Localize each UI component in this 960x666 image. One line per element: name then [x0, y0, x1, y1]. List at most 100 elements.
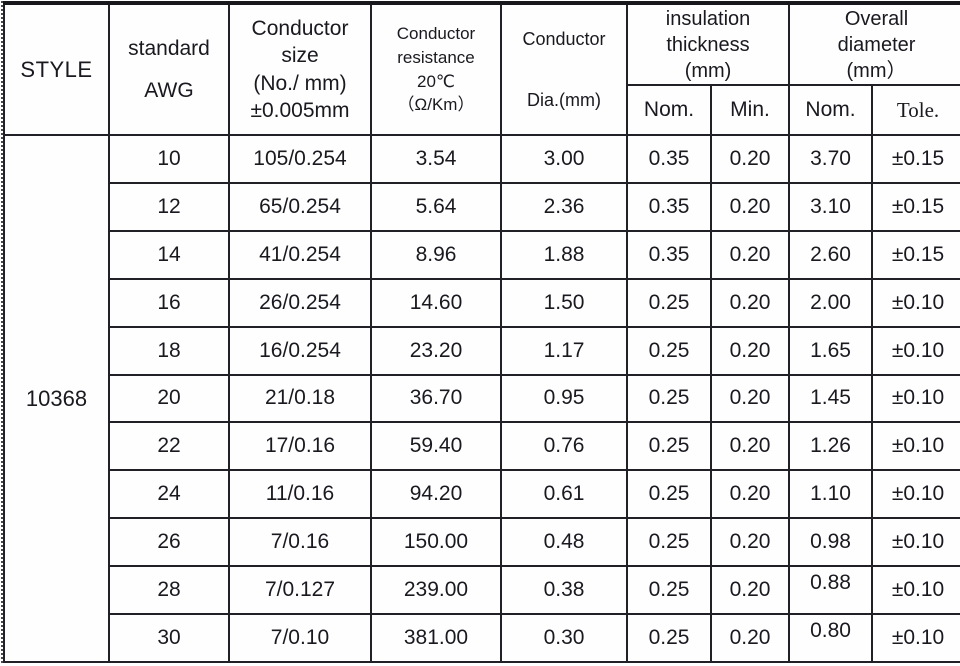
- cell-ov_nom: 2.00: [788, 277, 874, 328]
- cell-resistance: 36.70: [370, 373, 502, 424]
- header-style: STYLE: [3, 2, 110, 136]
- cell-dia: 2.36: [500, 181, 628, 232]
- table-row: 10368 10 105/0.254 3.54 3.00 0.35 0.20 3.70 ±0.1…: [3, 134, 960, 663]
- cell-awg: 10: [108, 134, 230, 184]
- cell-ov_tole: ±0.15: [871, 229, 960, 280]
- header-conductor-dia: Conductor Dia.(mm): [500, 2, 628, 136]
- header-conductor-resistance: Conductor resistance 20℃ （Ω/Km）: [370, 2, 502, 136]
- cell-ov_tole: ±0.10: [871, 421, 960, 472]
- style-value-cell: 10368: [3, 134, 110, 663]
- cell-ov_nom: 0.98: [788, 517, 874, 568]
- cell-ins_min: 0.20: [709, 517, 791, 568]
- cell-size: 26/0.254: [228, 277, 372, 328]
- cell-ov_nom: 1.65: [788, 325, 874, 376]
- header-row-sub: Nom. Min. Nom. Tole.: [4, 84, 960, 136]
- cell-ov_nom: 0.80: [788, 613, 874, 663]
- table-row: 14 41/0.254 8.96 1.88 0.35 0.20 2.60 ±0.15: [4, 229, 960, 280]
- cell-size: 17/0.16: [228, 421, 372, 472]
- table-row: 30 7/0.10 381.00 0.30 0.25 0.20 0.80 ±0.10: [4, 613, 960, 663]
- header-insulation-thickness: insulation thickness (mm): [625, 2, 791, 86]
- cell-ov_tole: ±0.10: [871, 517, 960, 568]
- cell-dia: 0.95: [500, 373, 628, 424]
- cell-resistance: 23.20: [370, 325, 502, 376]
- cell-ins_nom: 0.35: [626, 181, 712, 232]
- table-body: 10368 10 105/0.254 3.54 3.00 0.35 0.20 3.70 ±0.1…: [3, 134, 960, 663]
- cell-dia: 0.30: [500, 613, 628, 663]
- cell-ins_min: 0.20: [709, 613, 791, 663]
- cell-resistance: 5.64: [370, 181, 502, 232]
- cell-awg: 26: [108, 517, 230, 568]
- cell-dia: 0.38: [500, 565, 628, 616]
- cell-dia: 1.50: [500, 277, 628, 328]
- cell-ov_tole: ±0.15: [871, 181, 960, 232]
- table-row: 12 65/0.254 5.64 2.36 0.35 0.20 3.10 ±0.15: [4, 181, 960, 232]
- cell-ins_nom: 0.35: [626, 134, 712, 184]
- cell-ins_nom: 0.25: [626, 565, 712, 616]
- cell-ov_tole: ±0.10: [871, 373, 960, 424]
- cell-size: 21/0.18: [228, 373, 372, 424]
- subheader-overall-nom: Nom.: [788, 84, 874, 136]
- cell-awg: 16: [108, 277, 230, 328]
- cell-ins_nom: 0.25: [626, 277, 712, 328]
- cell-size: 41/0.254: [228, 229, 372, 280]
- cell-ins_nom: 0.25: [626, 517, 712, 568]
- table-row: 16 26/0.254 14.60 1.50 0.25 0.20 2.00 ±0.10: [4, 277, 960, 328]
- cell-ov_nom: 3.10: [788, 181, 874, 232]
- cell-ov_tole: ±0.10: [871, 565, 960, 616]
- subheader-insulation-min: Min.: [709, 84, 791, 136]
- cell-ins_nom: 0.25: [626, 421, 712, 472]
- cell-ins_nom: 0.25: [626, 613, 712, 663]
- cell-ov_nom: 1.45: [788, 373, 874, 424]
- cell-resistance: 239.00: [370, 565, 502, 616]
- cell-awg: 20: [108, 373, 230, 424]
- cell-ins_nom: 0.25: [626, 373, 712, 424]
- conductor-dia-stack: Conductor Dia.(mm): [503, 28, 625, 111]
- cell-ov_tole: ±0.10: [871, 325, 960, 376]
- cell-ov_nom: 1.26: [788, 421, 874, 472]
- cell-ins_min: 0.20: [709, 565, 791, 616]
- subheader-overall-tole: Tole.: [871, 84, 960, 136]
- cell-resistance: 381.00: [370, 613, 502, 663]
- conductor-dia-unit: Dia.(mm): [527, 89, 601, 110]
- cell-dia: 3.00: [500, 134, 628, 184]
- subheader-insulation-nom: Nom.: [626, 84, 712, 136]
- cell-awg: 28: [108, 565, 230, 616]
- cell-awg: 12: [108, 181, 230, 232]
- conductor-dia-word: Conductor: [522, 28, 606, 49]
- cell-ov_nom: 0.88: [788, 565, 874, 616]
- cell-awg: 18: [108, 325, 230, 376]
- cell-ins_nom: 0.35: [626, 229, 712, 280]
- cell-dia: 0.76: [500, 421, 628, 472]
- cell-resistance: 3.54: [370, 134, 502, 184]
- table-header: STYLE standard AWG Conductor size (No./ …: [3, 2, 960, 136]
- spec-table: STYLE standard AWG Conductor size (No./ …: [3, 1, 960, 663]
- cell-awg: 14: [108, 229, 230, 280]
- table-row: 22 17/0.16 59.40 0.76 0.25 0.20 1.26 ±0.10: [4, 421, 960, 472]
- cell-size: 11/0.16: [228, 469, 372, 520]
- cell-awg: 24: [108, 469, 230, 520]
- cell-ins_min: 0.20: [709, 325, 791, 376]
- cell-dia: 1.17: [500, 325, 628, 376]
- table-row: 20 21/0.18 36.70 0.95 0.25 0.20 1.45 ±0.10: [4, 373, 960, 424]
- cell-dia: 1.88: [500, 229, 628, 280]
- cell-ins_min: 0.20: [709, 181, 791, 232]
- cell-ov_tole: ±0.10: [871, 277, 960, 328]
- table-row: 28 7/0.127 239.00 0.38 0.25 0.20 0.88 ±0.10: [4, 565, 960, 616]
- cell-size: 7/0.16: [228, 517, 372, 568]
- cell-resistance: 59.40: [370, 421, 502, 472]
- cell-ins_min: 0.20: [709, 277, 791, 328]
- cell-ins_min: 0.20: [709, 421, 791, 472]
- cell-awg: 22: [108, 421, 230, 472]
- cell-dia: 0.61: [500, 469, 628, 520]
- cell-ins_min: 0.20: [709, 229, 791, 280]
- cell-ov_nom: 2.60: [788, 229, 874, 280]
- cell-ins_nom: 0.25: [626, 469, 712, 520]
- header-conductor-size: Conductor size (No./ mm) ±0.005mm: [228, 2, 372, 136]
- cell-awg: 30: [108, 613, 230, 663]
- cell-ov_tole: ±0.10: [871, 469, 960, 520]
- cell-ins_min: 0.20: [709, 134, 791, 184]
- cell-ov_tole: ±0.10: [871, 613, 960, 663]
- cell-size: 105/0.254: [228, 134, 372, 184]
